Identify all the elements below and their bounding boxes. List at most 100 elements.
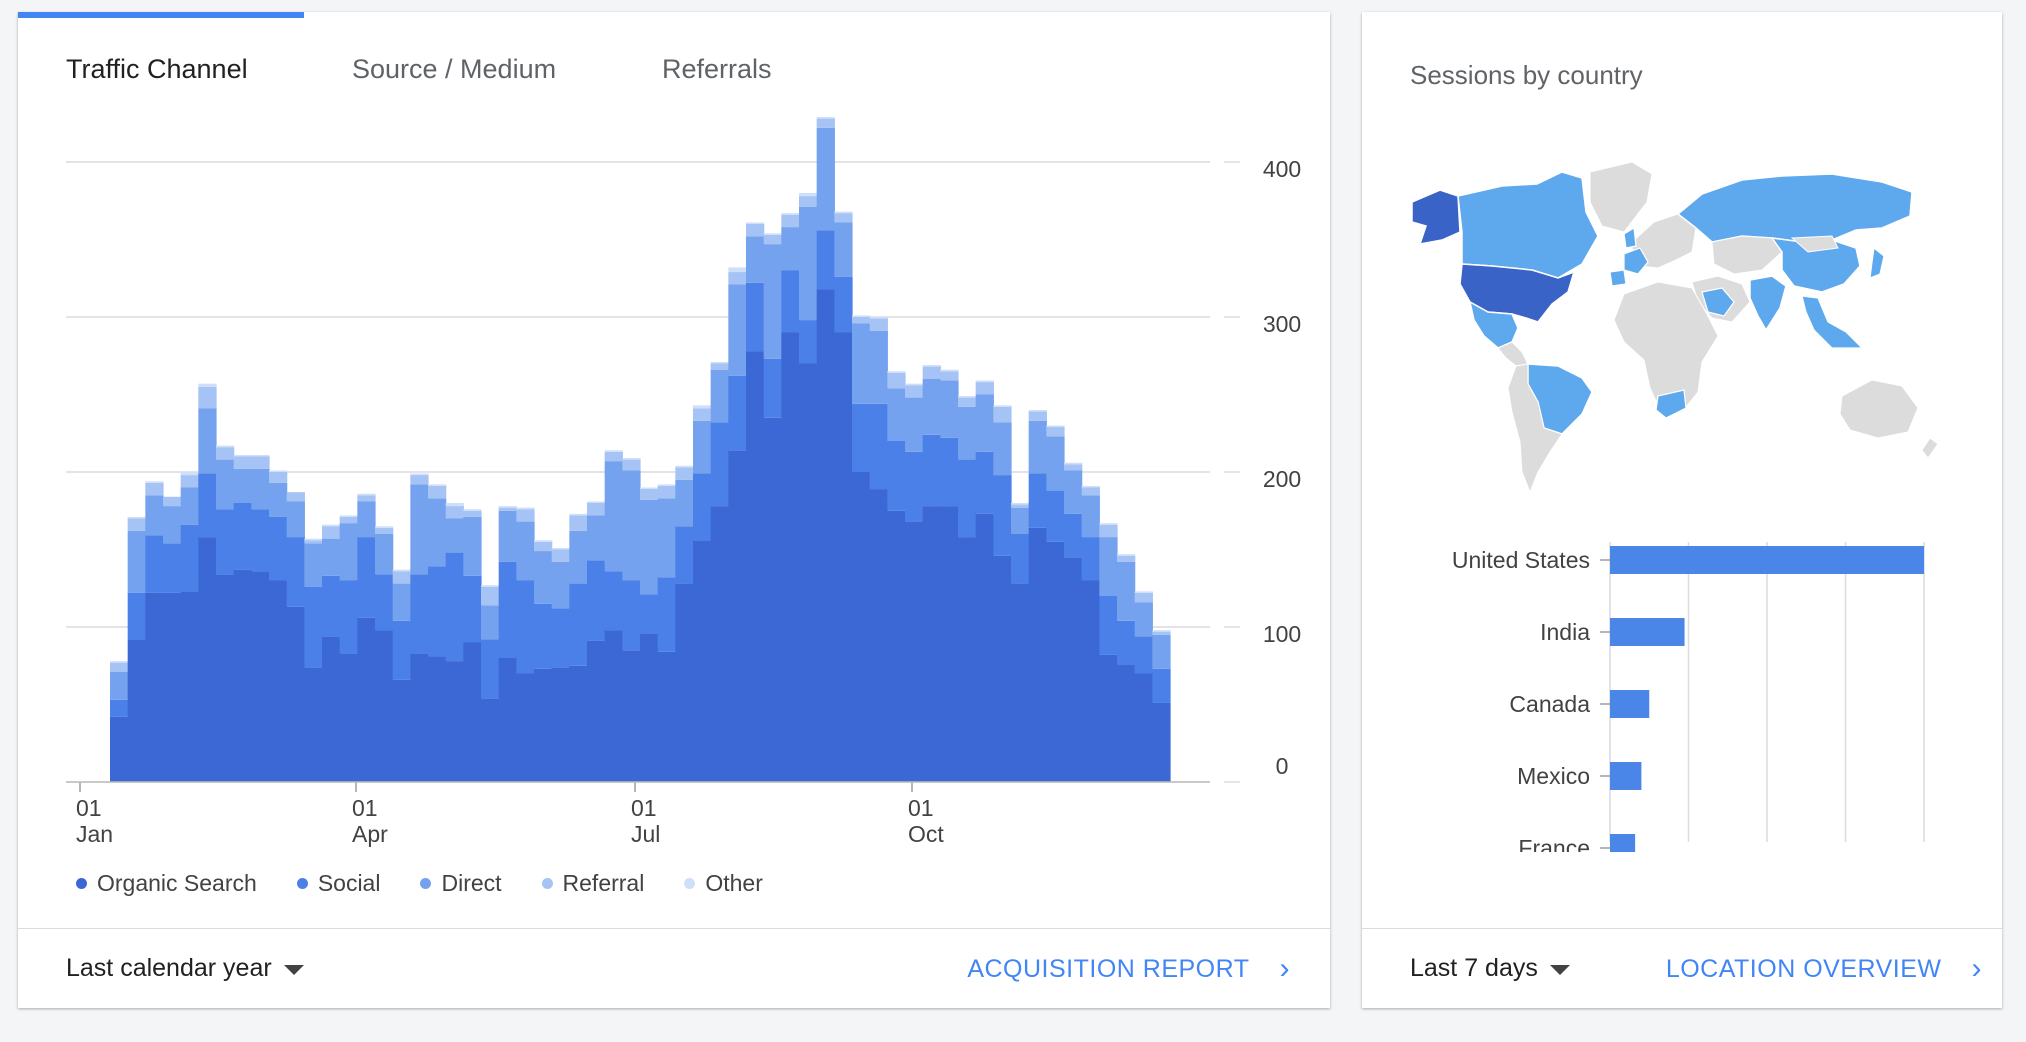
area-segment-organic-search <box>940 506 959 782</box>
map-region-central-asia[interactable] <box>1711 235 1783 275</box>
date-range-label: Last calendar year <box>66 954 272 982</box>
map-region-uk[interactable] <box>1623 227 1637 249</box>
map-region-canada[interactable] <box>1457 171 1599 279</box>
map-region-spain[interactable] <box>1609 269 1627 287</box>
legend-item-referral[interactable]: Referral <box>541 870 644 897</box>
area-segment-other <box>180 472 199 476</box>
area-segment-direct <box>816 127 835 231</box>
country-bar[interactable] <box>1610 690 1650 718</box>
world-map[interactable] <box>1362 152 2002 492</box>
area-segment-social <box>1046 490 1065 542</box>
area-segment-organic-search <box>728 450 747 782</box>
area-segment-organic-search <box>180 591 199 782</box>
area-segment-social <box>1099 596 1118 655</box>
area-segment-referral <box>940 371 959 381</box>
map-region-new-zealand[interactable] <box>1921 437 1939 459</box>
area-segment-other <box>445 503 464 507</box>
area-segment-other <box>551 547 570 550</box>
map-region-mongolia[interactable] <box>1790 235 1839 253</box>
map-region-southeast-asia[interactable] <box>1801 295 1864 349</box>
area-segment-other <box>993 405 1012 407</box>
area-segment-organic-search <box>799 363 818 782</box>
area-segment-organic-search <box>145 592 164 782</box>
area-segment-direct <box>993 422 1012 476</box>
map-region-central-america[interactable] <box>1497 341 1529 367</box>
area-segment-social <box>269 516 288 581</box>
area-segment-referral <box>269 472 288 483</box>
area-segment-referral <box>622 459 641 471</box>
y-tick-label: 300 <box>1263 311 1301 337</box>
area-segment-social <box>322 575 341 637</box>
legend-label: Organic Search <box>97 870 257 896</box>
area-segment-organic-search <box>410 653 429 782</box>
area-segment-social <box>392 620 411 680</box>
date-range-dropdown[interactable]: Last calendar year <box>66 954 304 983</box>
map-region-greenland[interactable] <box>1589 161 1653 233</box>
area-segment-other <box>1099 523 1118 525</box>
area-segment-social <box>410 574 429 654</box>
area-segment-social <box>604 571 623 631</box>
area-segment-direct <box>498 510 517 562</box>
card-footer-divider <box>18 928 1330 929</box>
area-segment-referral <box>975 382 994 395</box>
area-segment-organic-search <box>322 636 341 782</box>
map-region-south-america-other[interactable] <box>1507 363 1563 492</box>
x-tick-label: 40% <box>1902 848 1946 852</box>
legend-item-social[interactable]: Social <box>296 870 380 897</box>
y-tick-label: 100 <box>1263 621 1301 647</box>
legend-item-direct[interactable]: Direct <box>420 870 502 897</box>
map-region-saudi-arabia[interactable] <box>1701 287 1735 317</box>
area-segment-organic-search <box>922 506 941 782</box>
tab-traffic-channel[interactable]: Traffic Channel <box>66 54 248 84</box>
area-segment-direct <box>852 323 871 404</box>
map-region-australia[interactable] <box>1839 379 1919 439</box>
area-segment-referral <box>693 408 712 421</box>
map-region-south-africa[interactable] <box>1655 389 1687 419</box>
area-segment-other <box>233 454 252 457</box>
area-segment-social <box>428 566 447 657</box>
area-segment-social <box>1081 537 1100 581</box>
area-segment-direct <box>763 244 782 359</box>
area-segment-organic-search <box>905 521 924 782</box>
area-segment-other <box>922 365 941 367</box>
area-segment-other <box>799 193 818 197</box>
legend-item-organic-search[interactable]: Organic Search <box>76 870 257 897</box>
tab-source-medium[interactable]: Source / Medium <box>352 54 557 84</box>
map-region-india[interactable] <box>1749 275 1787 332</box>
area-segment-direct <box>1028 420 1047 474</box>
active-tab-indicator <box>18 12 304 18</box>
country-bar[interactable] <box>1610 618 1685 646</box>
acquisition-report-link[interactable]: ACQUISITION REPORT › <box>967 954 1290 984</box>
country-bar[interactable] <box>1610 546 1924 574</box>
area-segment-direct <box>887 388 906 441</box>
area-segment-referral <box>587 503 606 516</box>
area-segment-social <box>852 403 871 472</box>
map-region-africa[interactable] <box>1613 281 1719 415</box>
area-segment-organic-search <box>746 351 765 782</box>
tab-referrals[interactable]: Referrals <box>662 54 772 84</box>
area-segment-referral <box>852 317 871 324</box>
x-tick-label: 10% <box>1666 848 1710 852</box>
area-segment-social <box>657 577 676 652</box>
map-region-alaska[interactable] <box>1411 189 1461 245</box>
area-segment-referral <box>922 366 941 379</box>
area-segment-direct <box>781 227 800 271</box>
area-segment-direct <box>428 498 447 567</box>
area-segment-social <box>834 276 853 333</box>
area-segment-direct <box>145 495 164 536</box>
area-segment-other <box>940 369 959 372</box>
map-region-russia[interactable] <box>1676 173 1913 243</box>
location-overview-link[interactable]: LOCATION OVERVIEW › <box>1666 954 1982 984</box>
area-segment-social <box>498 561 517 658</box>
area-segment-referral <box>445 506 464 519</box>
legend-item-other[interactable]: Other <box>684 870 763 897</box>
map-region-europe[interactable] <box>1629 213 1697 269</box>
map-region-japan[interactable] <box>1869 246 1885 279</box>
country-bar[interactable] <box>1610 834 1636 852</box>
area-segment-other <box>339 515 358 517</box>
map-region-france[interactable] <box>1623 247 1649 275</box>
country-bar[interactable] <box>1610 762 1642 790</box>
date-range-dropdown[interactable]: Last 7 days <box>1410 954 1570 983</box>
area-segment-social <box>216 509 235 575</box>
area-segment-direct <box>163 506 182 544</box>
